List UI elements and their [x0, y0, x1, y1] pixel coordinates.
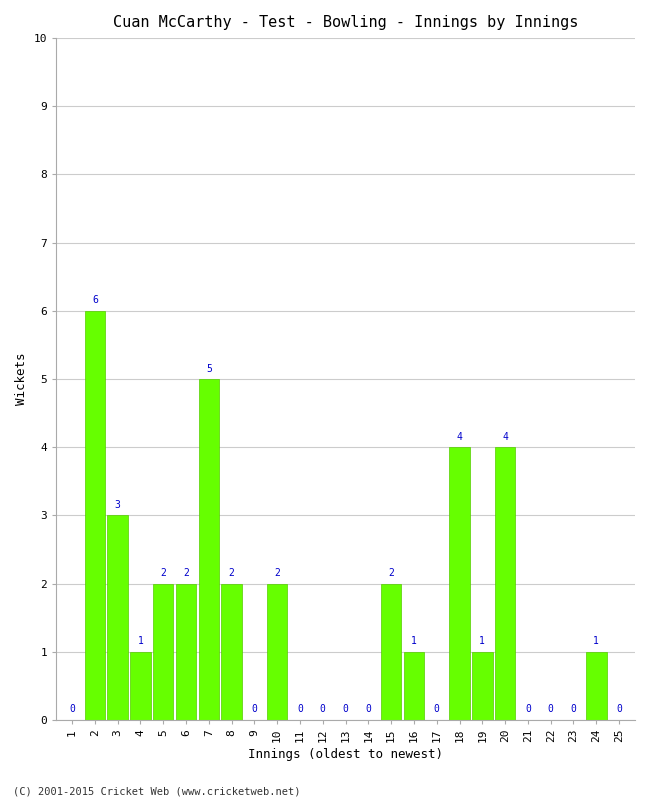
- Bar: [449, 447, 470, 720]
- Bar: [267, 583, 287, 720]
- Bar: [404, 652, 424, 720]
- Bar: [107, 515, 128, 720]
- Text: 0: 0: [365, 705, 371, 714]
- Text: 0: 0: [434, 705, 439, 714]
- Text: 4: 4: [456, 432, 462, 442]
- Bar: [198, 379, 219, 720]
- Bar: [153, 583, 174, 720]
- Text: 0: 0: [252, 705, 257, 714]
- Text: 0: 0: [69, 705, 75, 714]
- Text: 2: 2: [229, 568, 235, 578]
- Text: 1: 1: [479, 636, 486, 646]
- X-axis label: Innings (oldest to newest): Innings (oldest to newest): [248, 748, 443, 761]
- Bar: [586, 652, 606, 720]
- Text: 5: 5: [206, 363, 212, 374]
- Text: 3: 3: [114, 500, 120, 510]
- Text: 2: 2: [183, 568, 189, 578]
- Text: 2: 2: [274, 568, 280, 578]
- Text: 4: 4: [502, 432, 508, 442]
- Bar: [381, 583, 402, 720]
- Text: 1: 1: [593, 636, 599, 646]
- Text: 2: 2: [161, 568, 166, 578]
- Text: 0: 0: [616, 705, 622, 714]
- Text: 0: 0: [343, 705, 348, 714]
- Text: 1: 1: [138, 636, 144, 646]
- Text: 1: 1: [411, 636, 417, 646]
- Bar: [495, 447, 515, 720]
- Text: 0: 0: [320, 705, 326, 714]
- Bar: [176, 583, 196, 720]
- Bar: [472, 652, 493, 720]
- Text: 0: 0: [297, 705, 303, 714]
- Y-axis label: Wickets: Wickets: [15, 353, 28, 406]
- Text: 0: 0: [571, 705, 577, 714]
- Text: 2: 2: [388, 568, 394, 578]
- Text: (C) 2001-2015 Cricket Web (www.cricketweb.net): (C) 2001-2015 Cricket Web (www.cricketwe…: [13, 786, 300, 796]
- Title: Cuan McCarthy - Test - Bowling - Innings by Innings: Cuan McCarthy - Test - Bowling - Innings…: [113, 15, 578, 30]
- Text: 0: 0: [525, 705, 531, 714]
- Text: 0: 0: [548, 705, 554, 714]
- Bar: [130, 652, 151, 720]
- Text: 6: 6: [92, 295, 98, 306]
- Bar: [222, 583, 242, 720]
- Bar: [84, 311, 105, 720]
